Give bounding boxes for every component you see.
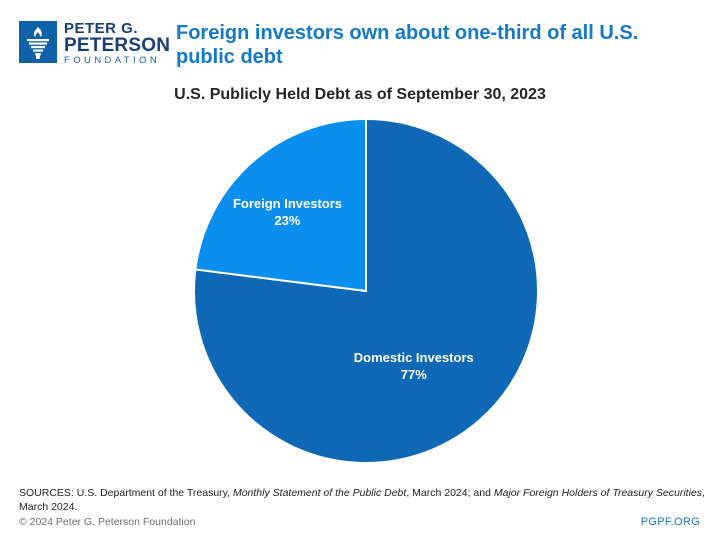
logo-line-3: FOUNDATION — [64, 55, 161, 66]
pie-slice-foreign-investors — [194, 117, 367, 293]
site-link[interactable]: PGPF.ORG — [640, 516, 700, 528]
logo: PETER G. PETERSON FOUNDATION — [64, 21, 170, 67]
header: PETER G. PETERSON FOUNDATION Foreign inv… — [0, 0, 720, 80]
slice-label: Domestic Investors — [354, 350, 474, 365]
headline: Foreign investors own about one-third of… — [176, 22, 639, 68]
slice-value-label: 23% — [274, 213, 300, 228]
sources-note: SOURCES: U.S. Department of the Treasury… — [19, 486, 709, 514]
slice-label: Foreign Investors — [233, 196, 342, 211]
sources-title-2: Major Foreign Holders of Treasury Securi… — [493, 487, 703, 499]
sources-title-1: Monthly Statement of the Public Debt — [232, 487, 407, 499]
sources-suffix: , March 2024. — [19, 487, 705, 513]
sources-prefix: SOURCES: U.S. Department of the Treasury… — [19, 487, 231, 499]
chart-title: U.S. Publicly Held Debt as of September … — [174, 86, 546, 103]
logo-line-2: PETERSON — [64, 35, 171, 56]
sources-mid: , March 2024; and — [406, 487, 491, 499]
copyright: © 2024 Peter G. Peterson Foundation — [19, 516, 196, 528]
logo-line-1: PETER G. — [64, 20, 139, 37]
torch-icon — [19, 21, 57, 63]
slice-value-label: 77% — [401, 367, 427, 382]
